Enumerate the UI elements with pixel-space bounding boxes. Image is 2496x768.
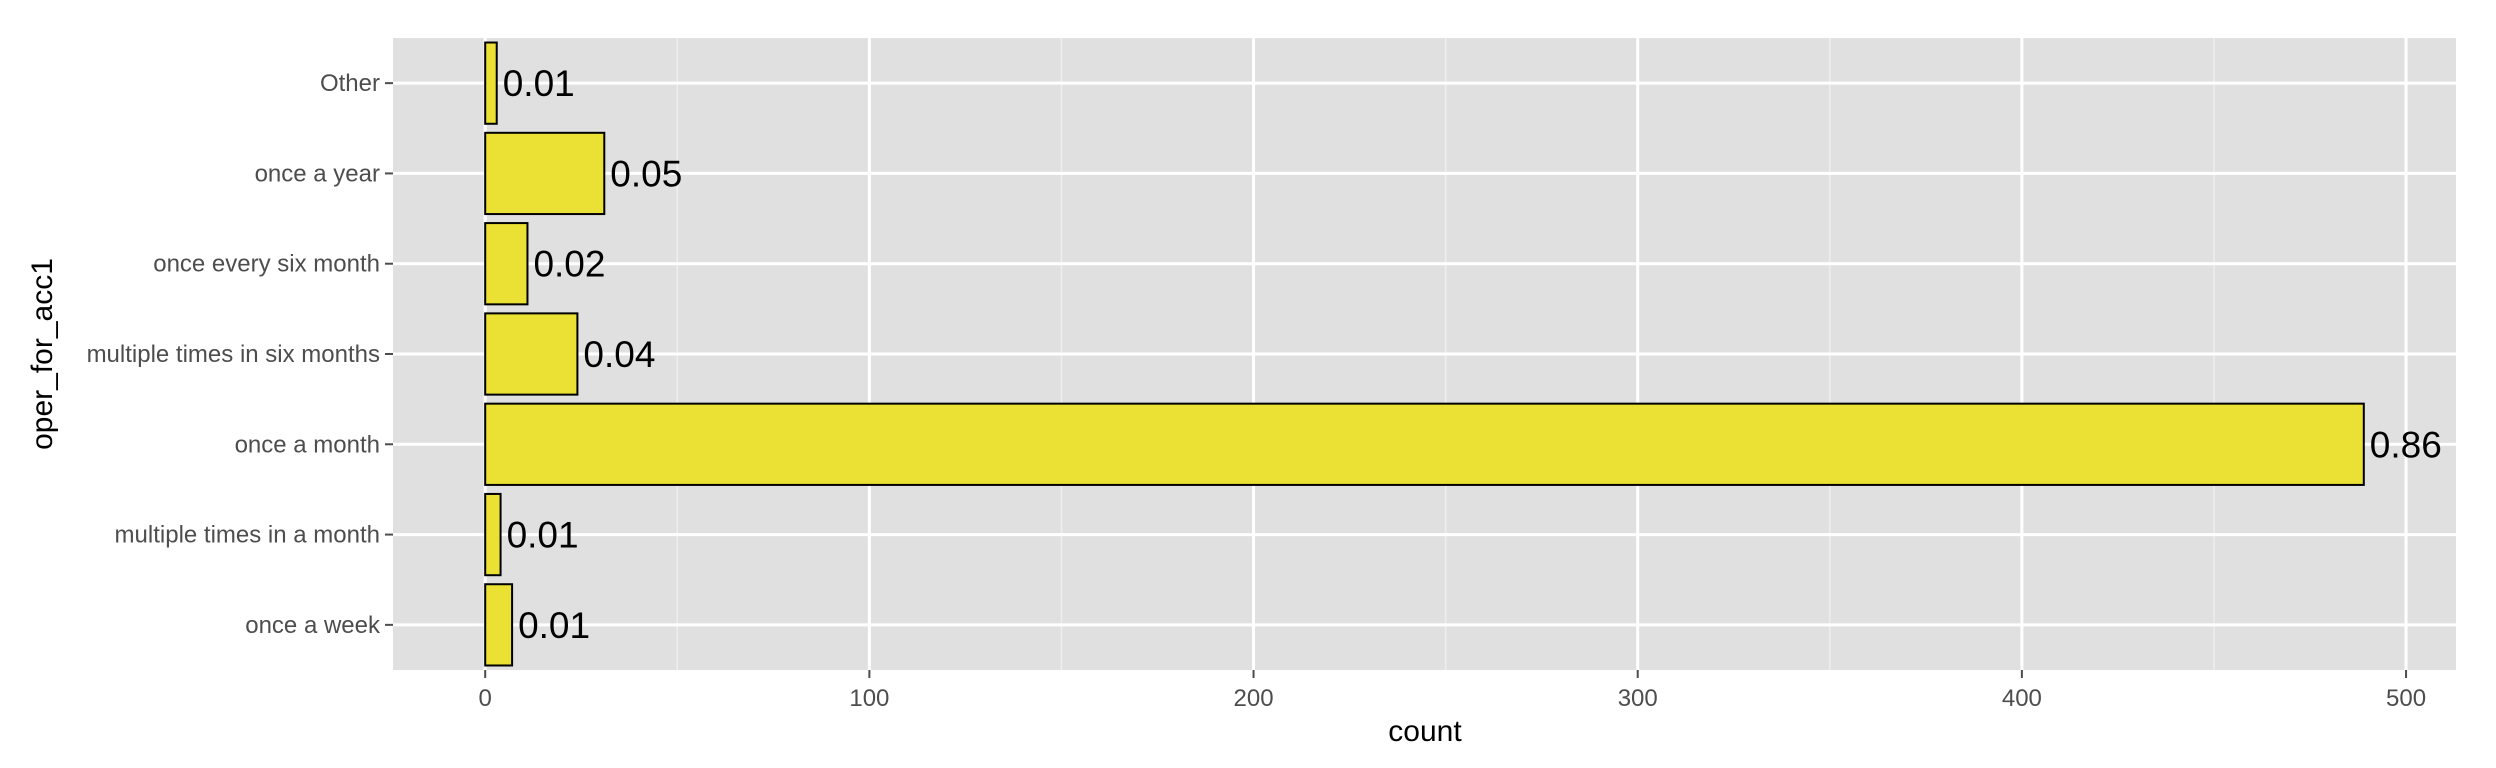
x-axis-title: count <box>1388 715 1462 748</box>
y-axis-title: oper_for_acc1 <box>26 258 59 450</box>
bar <box>484 41 498 125</box>
y-tick-label: once a month <box>235 431 380 458</box>
x-tick-label: 300 <box>1618 685 1658 712</box>
x-tick-label: 0 <box>479 685 492 712</box>
y-tick-label: multiple times in a month <box>115 522 380 549</box>
bar <box>484 312 579 396</box>
bar-data-label: 0.86 <box>2370 424 2442 465</box>
bar <box>484 222 529 306</box>
y-tick-label: multiple times in six months <box>87 341 380 368</box>
bar-data-label: 0.04 <box>583 334 655 375</box>
bar <box>484 492 502 577</box>
y-tick-label: once a year <box>255 160 380 187</box>
bar-data-label: 0.01 <box>518 605 590 646</box>
bar-data-label: 0.01 <box>503 63 575 104</box>
x-axis: 0 100 200 300 400 500 <box>479 670 2426 712</box>
bar <box>484 583 514 667</box>
bar-data-label: 0.05 <box>610 153 682 194</box>
bar-data-label: 0.01 <box>507 515 579 556</box>
y-tick-label: once a week <box>245 612 381 639</box>
bar <box>484 402 2365 486</box>
bar <box>484 131 606 216</box>
y-axis: once a week multiple times in a month once… <box>87 70 393 639</box>
x-tick-label: 200 <box>1234 685 1274 712</box>
x-tick-label: 400 <box>2002 685 2042 712</box>
y-tick-label: once every six month <box>153 251 380 278</box>
bar-data-labels: 0.01 0.01 0.86 0.04 0.02 0.05 0.01 <box>503 63 2442 646</box>
y-tick-label: Other <box>320 70 380 97</box>
bar-data-label: 0.02 <box>533 244 605 285</box>
x-tick-label: 100 <box>849 685 889 712</box>
bars <box>484 41 2365 667</box>
x-tick-label: 500 <box>2386 685 2426 712</box>
